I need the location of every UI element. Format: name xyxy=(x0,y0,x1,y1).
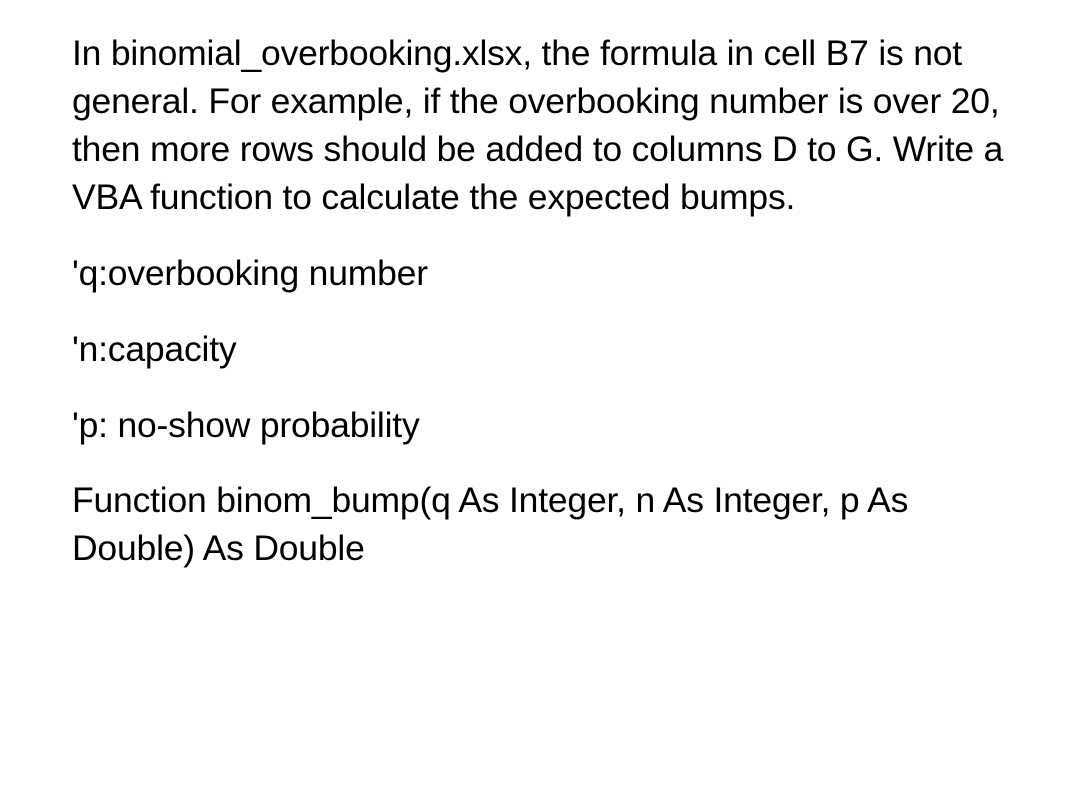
code-comment-n: 'n:capacity xyxy=(72,326,1008,374)
function-signature: Function binom_bump(q As Integer, n As I… xyxy=(72,477,1008,573)
problem-description: In binomial_overbooking.xlsx, the formul… xyxy=(72,30,1008,222)
code-comment-q: 'q:overbooking number xyxy=(72,250,1008,298)
code-comment-p: 'p: no-show probability xyxy=(72,402,1008,450)
